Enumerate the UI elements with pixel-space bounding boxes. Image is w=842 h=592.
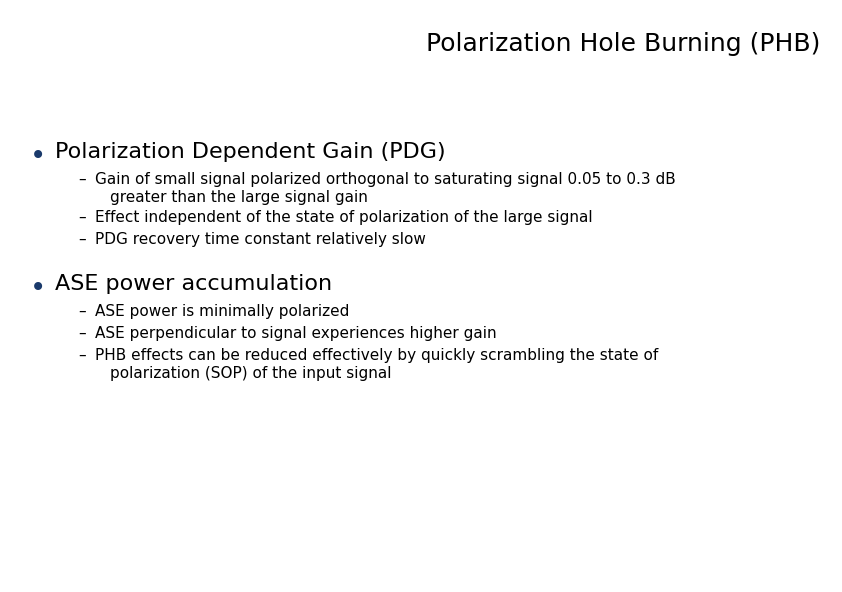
- Text: •: •: [30, 274, 46, 302]
- Text: PDG recovery time constant relatively slow: PDG recovery time constant relatively sl…: [95, 232, 426, 247]
- Text: –: –: [78, 348, 86, 363]
- Text: Gain of small signal polarized orthogonal to saturating signal 0.05 to 0.3 dB: Gain of small signal polarized orthogona…: [95, 172, 676, 187]
- Text: ASE power is minimally polarized: ASE power is minimally polarized: [95, 304, 349, 319]
- Text: Effect independent of the state of polarization of the large signal: Effect independent of the state of polar…: [95, 210, 593, 225]
- Text: –: –: [78, 326, 86, 341]
- Text: •: •: [30, 142, 46, 170]
- Text: –: –: [78, 232, 86, 247]
- Text: PHB effects can be reduced effectively by quickly scrambling the state of: PHB effects can be reduced effectively b…: [95, 348, 658, 363]
- Text: –: –: [78, 304, 86, 319]
- Text: Polarization Dependent Gain (PDG): Polarization Dependent Gain (PDG): [55, 142, 445, 162]
- Text: polarization (SOP) of the input signal: polarization (SOP) of the input signal: [110, 366, 392, 381]
- Text: Polarization Hole Burning (PHB): Polarization Hole Burning (PHB): [425, 32, 820, 56]
- Text: greater than the large signal gain: greater than the large signal gain: [110, 190, 368, 205]
- Text: –: –: [78, 172, 86, 187]
- Text: –: –: [78, 210, 86, 225]
- Text: ASE power accumulation: ASE power accumulation: [55, 274, 332, 294]
- Text: ASE perpendicular to signal experiences higher gain: ASE perpendicular to signal experiences …: [95, 326, 497, 341]
